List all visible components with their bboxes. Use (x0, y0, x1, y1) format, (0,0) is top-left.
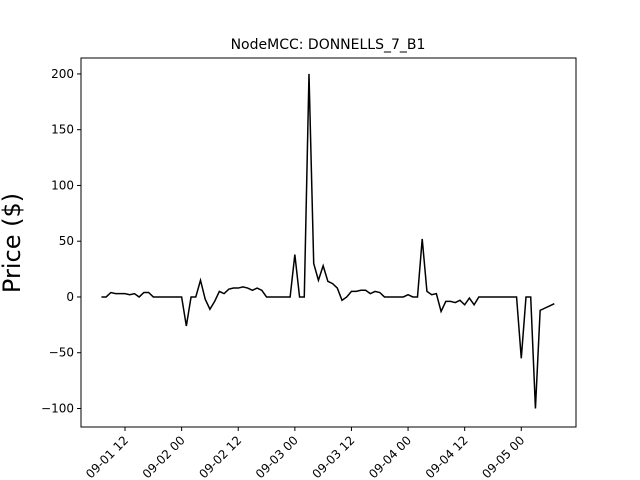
x-tick-label: 09-03 12 (310, 433, 358, 480)
y-tick-label: 150 (51, 123, 74, 137)
y-tick-label: 0 (66, 290, 74, 304)
x-tick-label: 09-03 00 (253, 433, 301, 480)
plot-frame (80, 57, 577, 428)
chart-title: NodeMCC: DONNELLS_7_B1 (231, 37, 426, 53)
x-tick-label: 09-04 00 (366, 433, 414, 480)
price-line (101, 73, 555, 409)
x-tick-label: 09-04 12 (423, 433, 471, 480)
y-tick-label: 50 (59, 234, 74, 248)
x-tick-label: 09-05 00 (479, 433, 527, 480)
y-tick-label: −50 (49, 346, 74, 360)
y-tick-label: 100 (51, 178, 74, 192)
y-tick-label: 200 (51, 67, 74, 81)
x-tick-label: 09-02 12 (196, 433, 244, 480)
y-axis-label: Price ($) (0, 193, 26, 293)
x-tick-label: 09-02 00 (140, 433, 188, 480)
y-tick-label: −100 (41, 401, 74, 415)
x-tick-label: 09-01 12 (83, 433, 131, 480)
